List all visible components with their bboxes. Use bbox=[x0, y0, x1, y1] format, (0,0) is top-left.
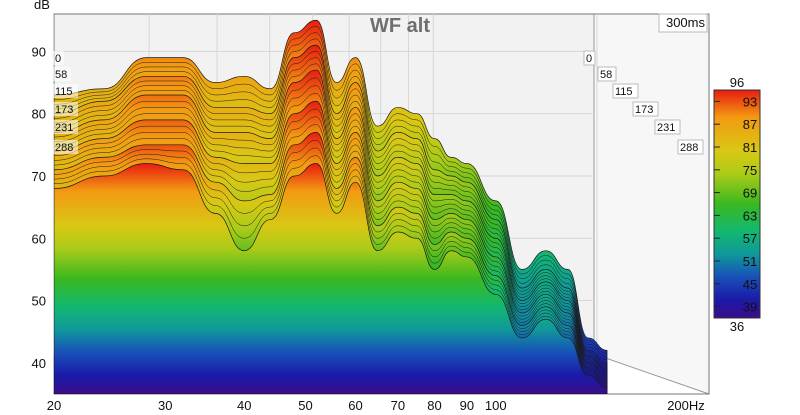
contour-line bbox=[54, 124, 608, 381]
slice-label-bg bbox=[53, 120, 78, 134]
y-tick-label: 70 bbox=[32, 169, 46, 184]
colorbar-tick-label: 51 bbox=[743, 254, 757, 269]
contour-line bbox=[54, 116, 608, 379]
x-tick-label: 90 bbox=[460, 398, 474, 413]
y-tick-label: 80 bbox=[32, 107, 46, 122]
colorbar-tick-label: 45 bbox=[743, 277, 757, 292]
slice-label-bg bbox=[53, 51, 64, 65]
slice-label-left: 288 bbox=[55, 142, 73, 154]
y-axis-label: dB bbox=[34, 0, 50, 12]
slice-label-box bbox=[677, 139, 704, 155]
x-axis-ticks: 20 30 40 50 60 70 80 90 100 200Hz bbox=[47, 398, 705, 413]
slice-label-right: 0 bbox=[586, 53, 592, 65]
colorbar-tick-label: 69 bbox=[743, 186, 757, 201]
slice-label-bg bbox=[53, 84, 78, 98]
x-tick-label: 20 bbox=[47, 398, 61, 413]
contour-line bbox=[54, 26, 608, 354]
colorbar-tick-label: 87 bbox=[743, 117, 757, 132]
y-tick-label: 50 bbox=[32, 294, 46, 309]
contour-line bbox=[54, 38, 608, 360]
contour-line bbox=[54, 51, 608, 365]
x-tick-label: 50 bbox=[298, 398, 312, 413]
slice-label-box bbox=[632, 101, 659, 117]
colorbar-tick-label: 93 bbox=[743, 94, 757, 109]
x-tick-label: 40 bbox=[237, 398, 251, 413]
slice-label-bg bbox=[53, 140, 78, 154]
slice-label-left: 58 bbox=[55, 69, 67, 81]
slice-label-box bbox=[654, 119, 681, 135]
colorbar-tick-label: 75 bbox=[743, 163, 757, 178]
slice-label-box bbox=[597, 66, 617, 82]
y-axis-ticks: 40 50 60 70 80 90 bbox=[32, 44, 46, 370]
colorbar-max-label: 96 bbox=[730, 75, 744, 90]
window-length-box: 300ms bbox=[658, 13, 708, 33]
waterfall-surface bbox=[54, 19, 608, 394]
slice-label-bg bbox=[53, 102, 78, 116]
slice-label-right: 115 bbox=[615, 86, 633, 98]
slice-label-left: 231 bbox=[55, 122, 73, 134]
x-tick-label: 200Hz bbox=[667, 398, 705, 413]
slice-label-left: 173 bbox=[55, 104, 73, 116]
colorbar-tick-label: 81 bbox=[743, 140, 757, 155]
slice-label-right: 231 bbox=[657, 122, 675, 134]
slice-label-right: 58 bbox=[600, 69, 612, 81]
x-tick-label: 30 bbox=[158, 398, 172, 413]
x-tick-label: 100 bbox=[485, 398, 507, 413]
x-tick-label: 60 bbox=[348, 398, 362, 413]
colorbar-min-label: 36 bbox=[730, 319, 744, 334]
colorbar-tick-label: 57 bbox=[743, 231, 757, 246]
color-scale-bar: 96 36 93 87 81 75 69 63 57 51 45 39 bbox=[713, 75, 761, 334]
contour-line bbox=[54, 93, 608, 375]
colorbar-tick-label: 63 bbox=[743, 208, 757, 223]
slice-label-box bbox=[612, 83, 639, 99]
y-tick-label: 60 bbox=[32, 231, 46, 246]
slice-label-left: 115 bbox=[55, 86, 73, 98]
colorbar-tick-label: 39 bbox=[743, 300, 757, 315]
window-length-label: 300ms bbox=[666, 15, 706, 30]
x-tick-label: 80 bbox=[427, 398, 441, 413]
x-tick-label: 70 bbox=[391, 398, 405, 413]
contour-line bbox=[54, 32, 608, 357]
slice-label-right: 173 bbox=[635, 104, 653, 116]
y-tick-label: 40 bbox=[32, 356, 46, 371]
slice-label-box bbox=[583, 50, 596, 66]
slice-label-bg bbox=[53, 67, 71, 81]
chart-title: WF alt bbox=[370, 15, 430, 37]
slice-label-right: 288 bbox=[680, 142, 698, 154]
slice-label-left: 0 bbox=[55, 53, 61, 65]
y-tick-label: 90 bbox=[32, 44, 46, 59]
